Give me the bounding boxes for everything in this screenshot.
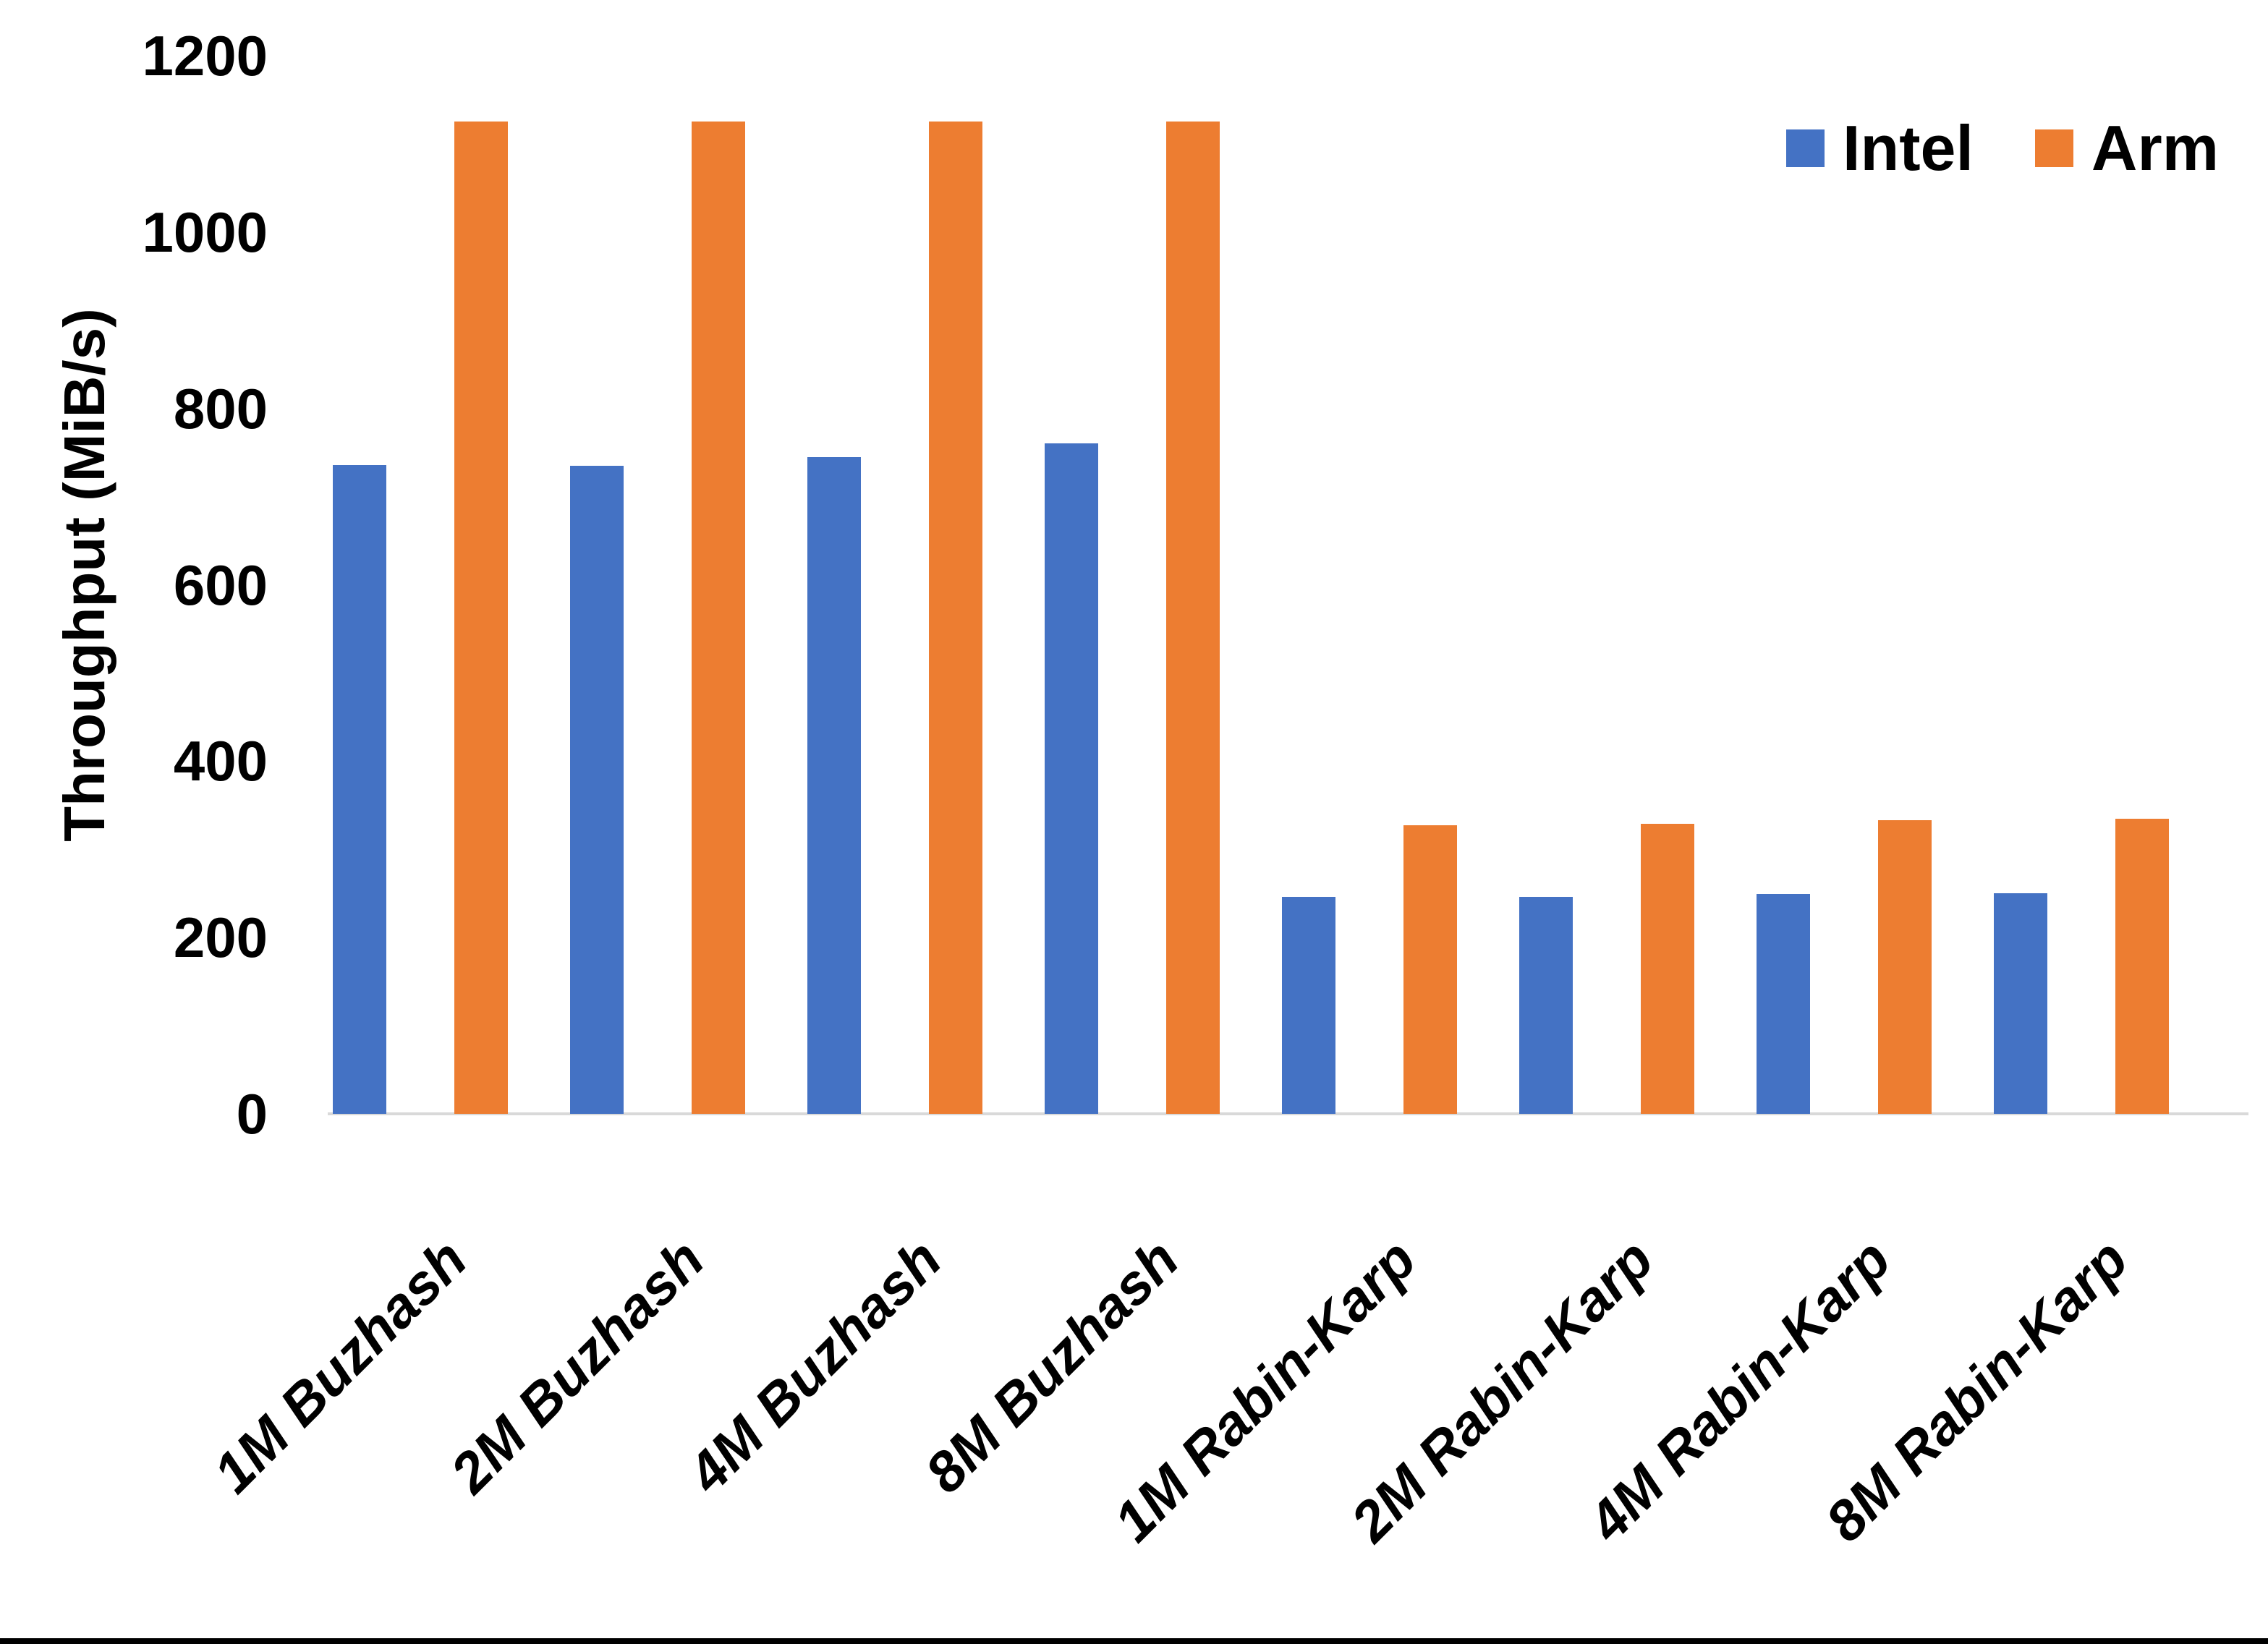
legend-swatch-intel	[1786, 129, 1825, 167]
bar-intel-7	[1994, 893, 2047, 1114]
legend-swatch-arm	[2034, 129, 2073, 167]
y-tick-label: 800	[173, 376, 268, 440]
bar-intel-4	[1282, 897, 1335, 1114]
window-bottom-border	[0, 1638, 2268, 1644]
legend-label-intel: Intel	[1843, 112, 1974, 184]
bar-arm-7	[2115, 818, 2169, 1114]
y-tick-label: 1200	[142, 24, 268, 88]
bar-intel-5	[1519, 897, 1573, 1114]
legend-item-arm: Arm	[2034, 112, 2219, 184]
bar-intel-2	[807, 456, 861, 1114]
legend-item-intel: Intel	[1786, 116, 1974, 180]
y-tick-label: 1000	[142, 200, 268, 264]
bar-arm-0	[454, 122, 508, 1114]
legend-label-arm: Arm	[2091, 112, 2219, 184]
x-axis-line	[328, 1112, 2248, 1115]
y-tick-label: 200	[173, 906, 268, 970]
bar-intel-1	[570, 465, 624, 1114]
bar-arm-4	[1403, 825, 1457, 1114]
bar-arm-1	[692, 122, 745, 1114]
bar-arm-3	[1166, 122, 1220, 1114]
bar-intel-3	[1045, 443, 1098, 1114]
bar-arm-5	[1641, 823, 1694, 1114]
bar-intel-6	[1757, 894, 1810, 1114]
y-tick-label: 0	[236, 1082, 268, 1146]
bar-intel-0	[333, 464, 386, 1114]
category-label: 1M Buzhash	[200, 1227, 479, 1505]
y-tick-label: 600	[173, 553, 268, 617]
bar-arm-2	[929, 122, 982, 1114]
bar-arm-6	[1878, 820, 1932, 1114]
legend: Intel Arm	[1786, 112, 2219, 184]
y-tick-label: 400	[173, 729, 268, 793]
